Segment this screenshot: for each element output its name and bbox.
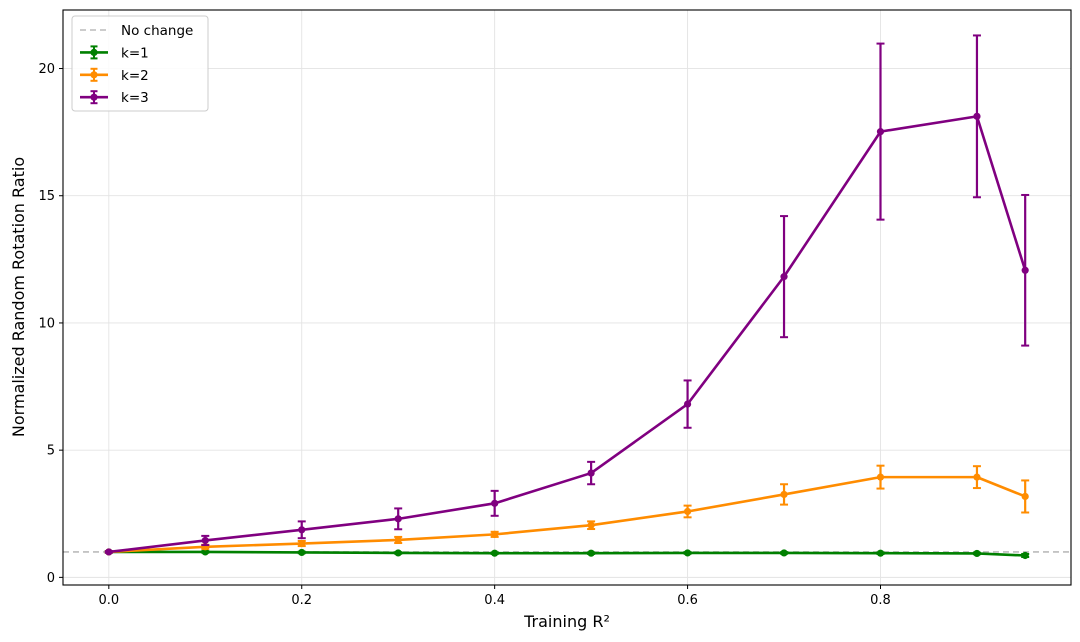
data-point bbox=[1021, 266, 1029, 274]
data-point bbox=[1021, 551, 1029, 560]
x-tick-label: 0.4 bbox=[484, 593, 505, 608]
data-point bbox=[587, 469, 595, 477]
series-k2 bbox=[104, 464, 1030, 556]
legend-swatch-marker bbox=[90, 71, 98, 79]
data-point bbox=[876, 128, 885, 136]
y-tick-label: 20 bbox=[38, 62, 55, 77]
x-tick-label: 0.8 bbox=[870, 593, 891, 608]
data-point bbox=[201, 548, 209, 556]
legend-swatch-marker bbox=[90, 48, 98, 57]
legend: No change k=1 k=2 k=3 bbox=[71, 15, 209, 112]
data-point bbox=[683, 507, 692, 516]
data-point bbox=[1021, 492, 1029, 501]
data-point bbox=[587, 549, 595, 557]
x-axis: 0.0 0.2 0.4 0.6 0.8 bbox=[98, 585, 891, 608]
x-axis-label: Training R² bbox=[523, 612, 610, 631]
data-point bbox=[683, 400, 692, 408]
x-tick-label: 0.2 bbox=[291, 593, 312, 608]
data-point bbox=[298, 548, 306, 557]
data-point bbox=[973, 112, 981, 120]
data-point bbox=[683, 549, 692, 557]
data-point bbox=[973, 473, 981, 481]
data-point bbox=[105, 548, 113, 556]
grid bbox=[63, 10, 1071, 585]
data-point bbox=[491, 549, 499, 557]
series-group bbox=[104, 34, 1030, 560]
y-tick-label: 0 bbox=[47, 571, 55, 586]
data-point bbox=[587, 521, 595, 529]
data-point bbox=[394, 515, 402, 523]
legend-swatch-marker bbox=[90, 93, 98, 101]
x-tick-label: 0.0 bbox=[98, 593, 119, 608]
data-point bbox=[394, 536, 402, 544]
series-k1 bbox=[104, 548, 1030, 560]
data-point bbox=[298, 539, 306, 548]
y-tick-label: 15 bbox=[38, 189, 55, 204]
plot-frame bbox=[62, 9, 1072, 586]
data-point bbox=[394, 549, 402, 557]
data-point bbox=[876, 473, 885, 481]
data-point bbox=[780, 549, 788, 557]
legend-label: k=1 bbox=[121, 45, 149, 61]
legend-label: k=2 bbox=[121, 68, 149, 84]
data-point bbox=[298, 526, 306, 534]
x-tick-label: 0.6 bbox=[677, 593, 698, 608]
data-point bbox=[876, 549, 885, 557]
y-tick-label: 5 bbox=[47, 444, 55, 459]
data-point bbox=[491, 499, 499, 507]
y-axis-label: Normalized Random Rotation Ratio bbox=[9, 157, 28, 437]
legend-label: k=3 bbox=[121, 90, 149, 106]
legend-box bbox=[71, 15, 209, 112]
legend-label: No change bbox=[121, 23, 193, 39]
y-tick-label: 10 bbox=[38, 316, 55, 331]
data-point bbox=[780, 273, 788, 281]
data-point bbox=[780, 490, 788, 499]
data-point bbox=[201, 536, 209, 545]
data-point bbox=[491, 530, 499, 538]
data-point bbox=[973, 549, 981, 558]
series-k3 bbox=[104, 34, 1030, 556]
y-axis: 0 5 10 15 20 bbox=[38, 62, 63, 586]
